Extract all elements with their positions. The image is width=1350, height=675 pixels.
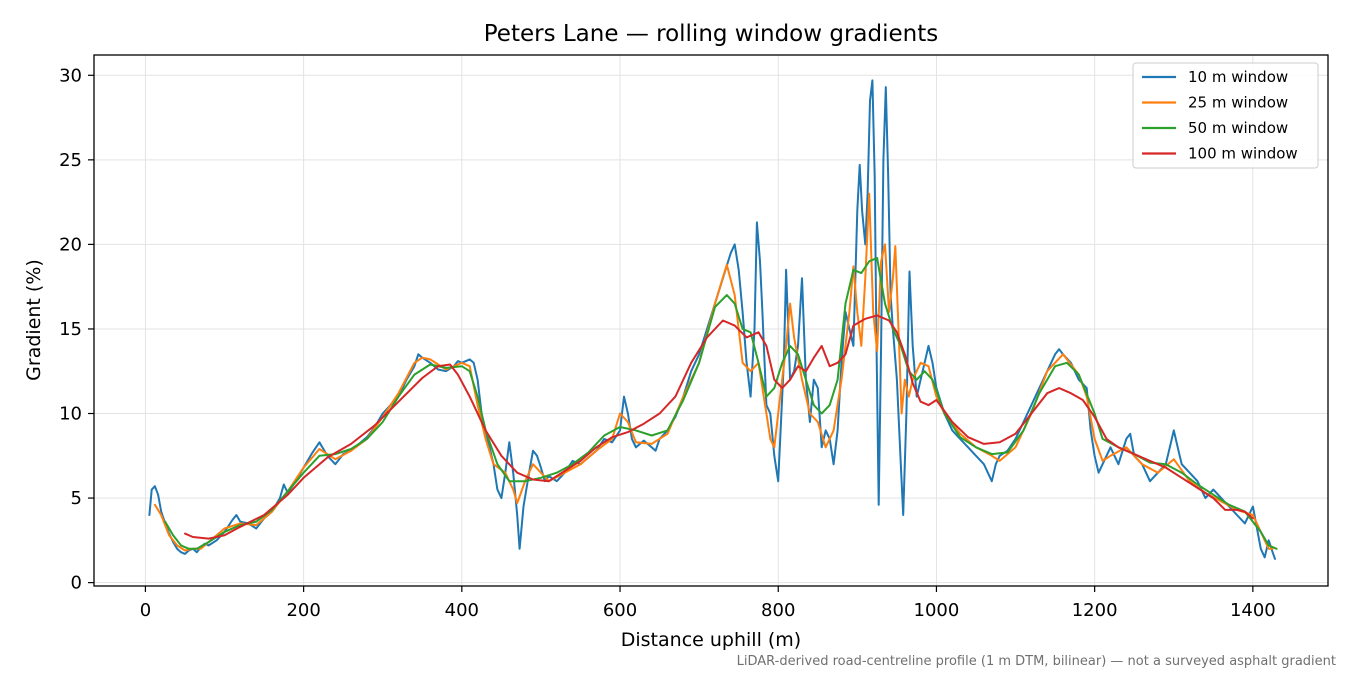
legend-label-25-m-window: 25 m window — [1188, 94, 1288, 112]
y-tick-label: 15 — [59, 319, 82, 340]
x-tick-label: 600 — [603, 600, 637, 621]
footnote: LiDAR-derived road-centreline profile (1… — [737, 654, 1336, 669]
series-line-50-m-window — [164, 256, 1278, 550]
x-axis-label: Distance uphill (m) — [621, 629, 801, 651]
y-axis-label: Gradient (%) — [23, 259, 45, 381]
y-tick-label: 25 — [59, 150, 82, 171]
legend-label-100-m-window: 100 m window — [1188, 145, 1298, 163]
legend-label-10-m-window: 10 m window — [1188, 68, 1288, 86]
x-tick-label: 1000 — [914, 600, 960, 621]
y-tick-label: 0 — [71, 573, 82, 594]
x-tick-label: 200 — [286, 600, 320, 621]
plot-frame — [93, 54, 1329, 587]
x-tick-label: 400 — [445, 600, 479, 621]
y-tick-label: 20 — [59, 234, 82, 255]
x-tick-label: 1200 — [1072, 600, 1118, 621]
axis-ticks: 0 200 400 600 800 1000 1200 1400 0 5 10 15 20 25 30 — [59, 65, 1276, 621]
x-tick-label: 0 — [140, 600, 151, 621]
series-line-100-m-window — [184, 314, 1254, 540]
legend-label-50-m-window: 50 m window — [1188, 119, 1288, 137]
series-line-10-m-window — [148, 79, 1276, 560]
chart-title: Peters Lane — rolling window gradients — [484, 21, 939, 47]
legend-box — [1132, 62, 1319, 169]
x-tick-label: 800 — [761, 600, 795, 621]
legend: 10 m window 25 m window 50 m window 100 m w… — [1132, 62, 1319, 169]
y-tick-label: 10 — [59, 404, 82, 425]
x-tick-label: 1400 — [1230, 600, 1276, 621]
y-tick-label: 5 — [71, 488, 82, 509]
series-lines — [148, 79, 1278, 560]
y-tick-label: 30 — [59, 65, 82, 86]
